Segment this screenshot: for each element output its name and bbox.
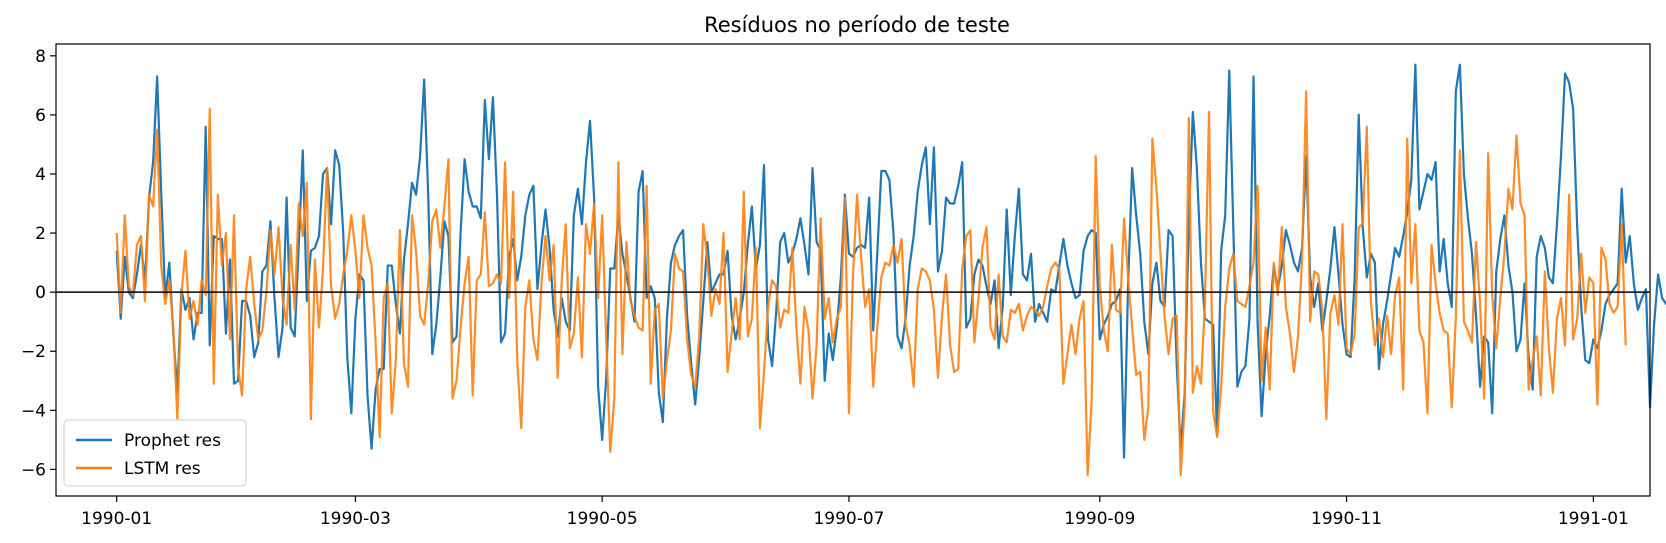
legend-box — [63, 419, 247, 487]
x-axis: 1990-01 1990-03 1990-05 1990-07 1990-09 1990-… — [81, 496, 1629, 529]
y-tick-label: −6 — [21, 460, 46, 480]
plot-frame — [55, 43, 1651, 497]
y-tick-label: 8 — [35, 47, 46, 67]
y-tick-label: −4 — [21, 401, 46, 421]
y-tick-label: −2 — [21, 342, 46, 362]
series-layer — [115, 63, 1666, 477]
legend-label: LSTM res — [124, 459, 201, 479]
x-tick-label: 1990-11 — [1311, 509, 1382, 529]
series-line-lstm-res — [115, 90, 1627, 477]
y-axis: −6 −4 −2 0 2 4 6 8 — [21, 47, 56, 480]
y-tick-label: 4 — [35, 165, 46, 185]
y-tick-label: 0 — [35, 283, 46, 303]
legend-label: Prophet res — [124, 431, 221, 451]
x-tick-label: 1990-01 — [81, 509, 152, 529]
y-tick-label: 6 — [35, 106, 46, 126]
legend: Prophet res LSTM res — [63, 419, 247, 487]
chart-title: Resíduos no período de teste — [704, 13, 1010, 37]
x-tick-label: 1990-03 — [320, 509, 391, 529]
x-tick-label: 1990-05 — [567, 509, 638, 529]
x-tick-label: 1991-01 — [1558, 509, 1629, 529]
x-tick-label: 1990-09 — [1064, 509, 1135, 529]
x-tick-label: 1990-07 — [813, 509, 884, 529]
y-tick-label: 2 — [35, 224, 46, 244]
